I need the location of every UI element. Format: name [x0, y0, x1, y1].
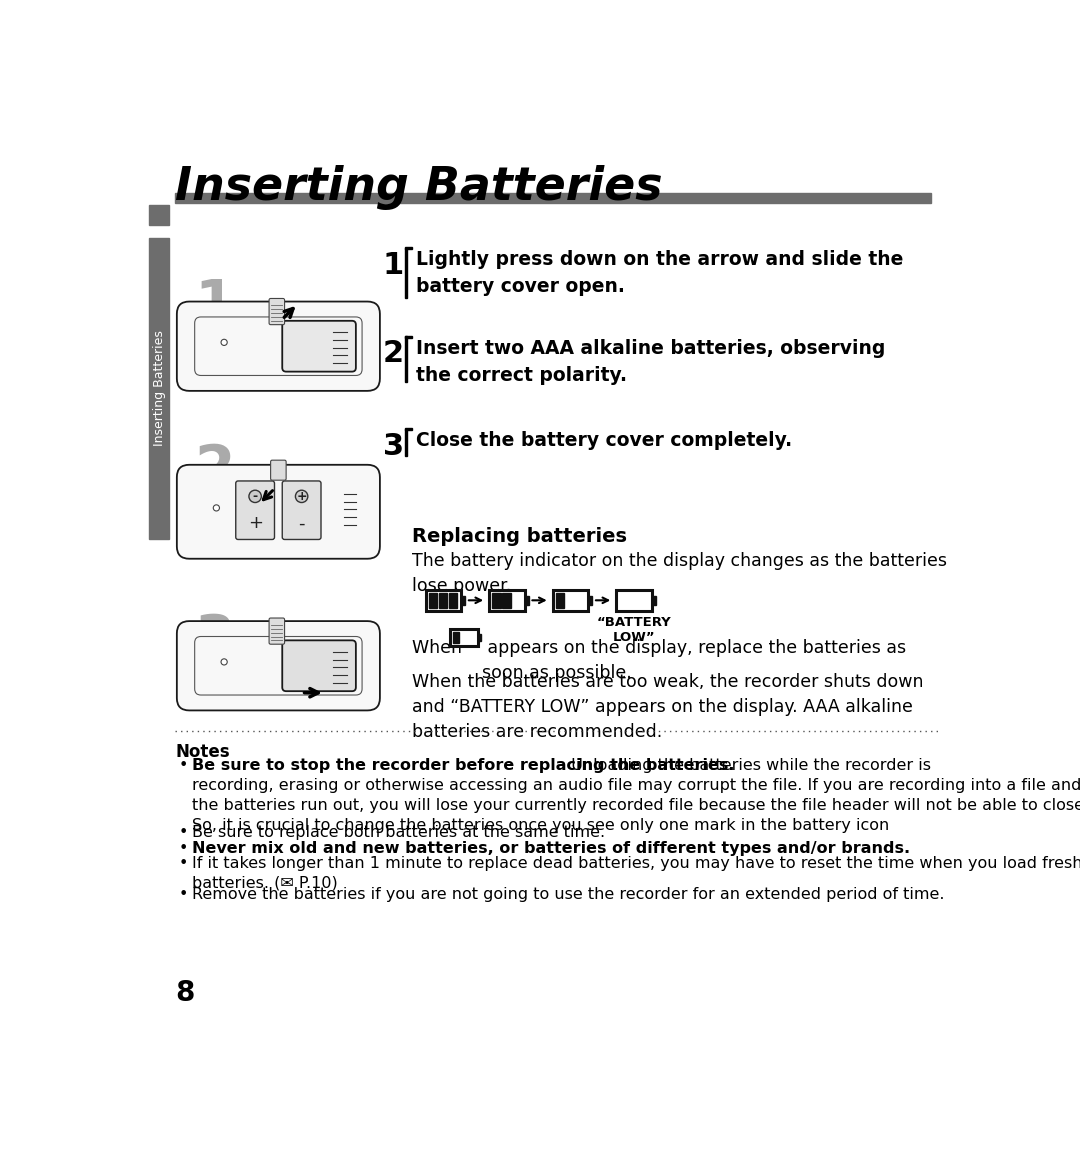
Text: Never mix old and new batteries, or batteries of different types and/or brands.: Never mix old and new batteries, or batt…	[192, 840, 910, 855]
Text: Unloading the batteries while the recorder is
recording, erasing or otherwise ac: Unloading the batteries while the record…	[192, 758, 1080, 833]
Bar	[405, 248, 407, 298]
FancyBboxPatch shape	[617, 590, 652, 611]
Bar	[405, 247, 413, 249]
Text: When: When	[413, 639, 468, 657]
Text: 2: 2	[194, 443, 234, 500]
FancyBboxPatch shape	[282, 641, 356, 691]
Text: Insert two AAA alkaline batteries, observing
the correct polarity.: Insert two AAA alkaline batteries, obser…	[416, 338, 885, 385]
FancyBboxPatch shape	[449, 629, 477, 646]
Text: 8: 8	[175, 979, 194, 1007]
Bar	[461, 596, 465, 605]
Bar	[175, 194, 931, 203]
Bar	[149, 204, 170, 225]
FancyBboxPatch shape	[177, 621, 380, 710]
Bar	[405, 336, 407, 382]
FancyBboxPatch shape	[489, 590, 525, 611]
Bar	[502, 592, 511, 608]
Bar	[449, 592, 458, 608]
Text: If it takes longer than 1 minute to replace dead batteries, you may have to rese: If it takes longer than 1 minute to repl…	[192, 857, 1080, 891]
Bar	[149, 239, 170, 539]
Ellipse shape	[296, 490, 308, 503]
Text: -: -	[298, 515, 305, 532]
FancyBboxPatch shape	[269, 299, 284, 325]
Text: 2: 2	[383, 340, 404, 369]
Text: 1: 1	[383, 250, 404, 279]
FancyBboxPatch shape	[177, 465, 380, 559]
Bar	[589, 596, 592, 605]
Ellipse shape	[213, 505, 219, 511]
Bar	[525, 596, 529, 605]
FancyBboxPatch shape	[269, 618, 284, 644]
Text: Inserting Batteries: Inserting Batteries	[152, 330, 165, 446]
FancyBboxPatch shape	[282, 321, 356, 372]
Text: +: +	[296, 490, 307, 503]
FancyBboxPatch shape	[235, 481, 274, 539]
Bar	[453, 632, 459, 642]
Text: Remove the batteries if you are not going to use the recorder for an extended pe: Remove the batteries if you are not goin…	[192, 887, 945, 902]
Bar	[492, 592, 501, 608]
Bar	[556, 592, 565, 608]
Text: Notes: Notes	[175, 743, 230, 760]
Text: The battery indicator on the display changes as the batteries
lose power.: The battery indicator on the display cha…	[413, 552, 947, 595]
Text: Lightly press down on the arrow and slide the
battery cover open.: Lightly press down on the arrow and slid…	[416, 250, 903, 297]
FancyBboxPatch shape	[177, 301, 380, 391]
Text: +: +	[247, 515, 262, 532]
Text: appears on the display, replace the batteries as
soon as possible.: appears on the display, replace the batt…	[482, 639, 906, 681]
Text: Be sure to replace both batteries at the same time.: Be sure to replace both batteries at the…	[192, 825, 606, 840]
Text: When the batteries are too weak, the recorder shuts down
and “BATTERY LOW” appea: When the batteries are too weak, the rec…	[413, 673, 924, 742]
Bar	[405, 336, 413, 337]
Text: Inserting Batteries: Inserting Batteries	[175, 166, 663, 210]
Text: •: •	[178, 887, 188, 902]
Bar	[438, 592, 447, 608]
Ellipse shape	[221, 658, 227, 665]
Text: Close the battery cover completely.: Close the battery cover completely.	[416, 431, 792, 450]
FancyBboxPatch shape	[282, 481, 321, 539]
Text: 3: 3	[194, 612, 234, 669]
Text: •: •	[178, 825, 188, 840]
Bar	[429, 592, 437, 608]
Text: Replacing batteries: Replacing batteries	[413, 527, 627, 546]
Text: •: •	[178, 857, 188, 870]
Text: “BATTERY
LOW”: “BATTERY LOW”	[597, 615, 672, 643]
Bar	[405, 428, 413, 430]
Bar	[652, 596, 656, 605]
Text: •: •	[178, 758, 188, 773]
FancyBboxPatch shape	[271, 460, 286, 480]
Ellipse shape	[221, 340, 227, 345]
FancyBboxPatch shape	[426, 590, 461, 611]
Text: Be sure to stop the recorder before replacing the batteries.: Be sure to stop the recorder before repl…	[192, 758, 734, 773]
Ellipse shape	[248, 490, 261, 503]
Text: 3: 3	[383, 431, 404, 460]
Text: -: -	[253, 490, 258, 503]
Bar	[477, 634, 482, 641]
Text: •: •	[178, 840, 188, 855]
FancyBboxPatch shape	[553, 590, 589, 611]
Text: 1: 1	[194, 277, 234, 334]
Bar	[405, 429, 407, 455]
